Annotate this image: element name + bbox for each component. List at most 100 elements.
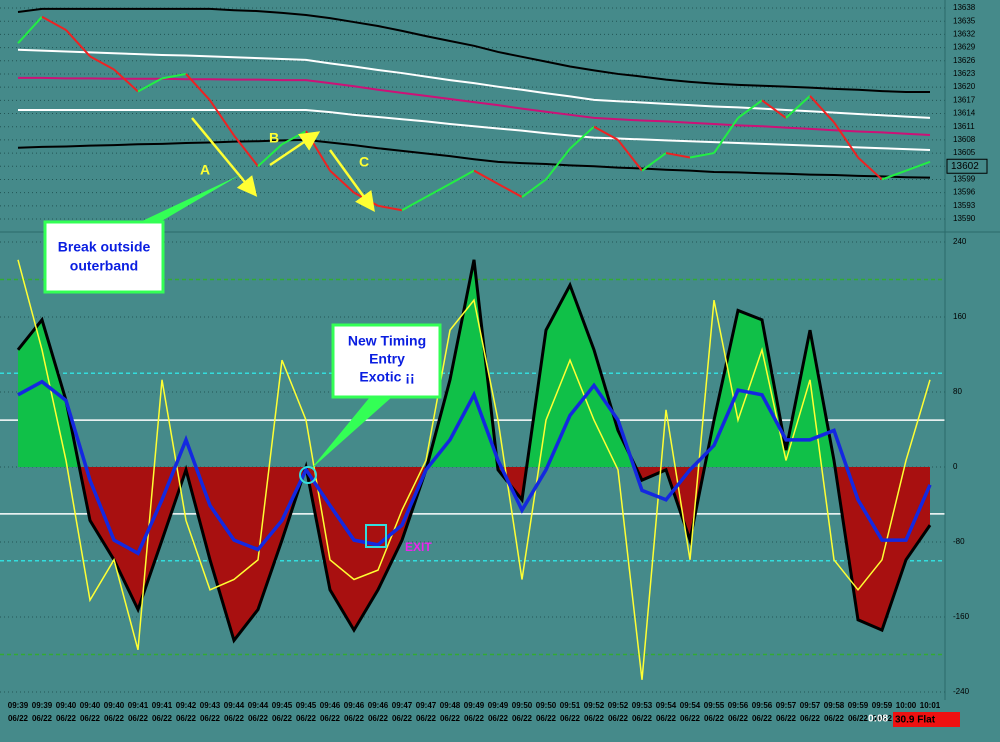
callout-pointer	[310, 397, 392, 470]
x-tick-date: 06/22	[608, 714, 629, 723]
price-segment	[473, 169, 499, 185]
x-tick-label: 09:56	[728, 701, 749, 710]
x-tick-date: 06/22	[752, 714, 773, 723]
y-tick-label: 13635	[953, 16, 976, 25]
y-tick-label: 13632	[953, 29, 976, 38]
x-tick-label: 09:45	[296, 701, 317, 710]
price-segment	[713, 117, 739, 154]
x-tick-label: 09:48	[440, 701, 461, 710]
callout	[331, 323, 442, 399]
callout-text: Exotic ¡¡	[359, 369, 414, 385]
callout-pointer	[140, 175, 240, 222]
entry-marker	[299, 466, 317, 484]
band-line	[17, 48, 931, 119]
y-tick-label: 13623	[953, 69, 976, 78]
x-tick-label: 09:51	[560, 701, 581, 710]
x-tick-label: 09:54	[680, 701, 701, 710]
x-tick-label: 09:46	[320, 701, 341, 710]
x-tick-label: 09:56	[752, 701, 773, 710]
price-segment	[833, 121, 859, 159]
y-tick-label: 13590	[953, 214, 976, 223]
price-segment	[809, 95, 835, 123]
price-segment	[377, 204, 403, 212]
x-tick-date: 06/22	[488, 714, 509, 723]
annotations: A B C Break outside outerband New Timing…	[43, 117, 442, 554]
x-tick-label: 09:50	[512, 701, 533, 710]
x-tick-date: 06/22	[776, 714, 797, 723]
oscillator-line	[17, 379, 932, 556]
x-tick-label: 09:49	[464, 701, 485, 710]
callout	[43, 220, 165, 294]
x-tick-label: 09:40	[56, 701, 77, 710]
price-segment	[689, 152, 715, 159]
price-segment	[209, 99, 235, 137]
x-tick-label: 09:44	[224, 701, 245, 710]
x-tick-date: 06/22	[104, 714, 125, 723]
x-tick-label: 09:46	[368, 701, 389, 710]
price-segment	[617, 139, 643, 172]
x-tick-label: 09:58	[824, 701, 845, 710]
price-segment	[425, 182, 451, 198]
x-tick-date: 06/22	[296, 714, 317, 723]
x-tick-date: 06/22	[344, 714, 365, 723]
price-segment	[641, 152, 667, 172]
y-tick-label: 13638	[953, 3, 976, 12]
x-tick-label: 09:45	[272, 701, 293, 710]
price-segment	[857, 156, 883, 181]
x-tick-date: 06/22	[800, 714, 821, 723]
x-tick-label: 09:55	[704, 701, 725, 710]
plot-layer: 13590 13593 13596 13599 13602 13605 13608 13611…	[0, 0, 1000, 723]
x-tick-label: 09:50	[536, 701, 557, 710]
x-tick-label: 10:00	[896, 701, 917, 710]
price-segment	[665, 152, 691, 159]
x-tick-date: 06/22	[464, 714, 485, 723]
x-tick-label: 09:59	[848, 701, 869, 710]
x-tick-label: 09:41	[128, 701, 149, 710]
arrow	[269, 131, 321, 167]
y-tick-label: 13608	[953, 135, 976, 144]
y-tick-label: -80	[953, 537, 965, 546]
x-tick-label: 09:40	[80, 701, 101, 710]
y-tick-label: 13620	[953, 82, 976, 91]
price-segment	[257, 143, 283, 167]
x-tick-label: 09:47	[392, 701, 413, 710]
x-tick-date: 06/22	[224, 714, 245, 723]
x-tick-label: 09:41	[152, 701, 173, 710]
y-tick-label: 13611	[953, 122, 975, 131]
x-tick-label: 09:52	[584, 701, 605, 710]
x-tick-label: 10:01	[920, 701, 941, 710]
x-tick-label: 09:54	[656, 701, 677, 710]
x-tick-date: 06/22	[392, 714, 413, 723]
x-tick-label: 09:57	[776, 701, 797, 710]
x-tick-label: 09:59	[872, 701, 893, 710]
x-tick-date: 06/22	[80, 714, 101, 723]
callout-text: outerband	[70, 258, 138, 274]
x-tick-label: 09:47	[416, 701, 437, 710]
x-tick-date: 06/22	[416, 714, 437, 723]
y-tick-label: 0	[953, 462, 958, 471]
x-tick-label: 09:40	[104, 701, 125, 710]
annotation: EXIT	[405, 540, 432, 554]
x-tick-label: 09:46	[344, 701, 365, 710]
y-tick-label: 13626	[953, 56, 976, 65]
x-tick-date: 06/22	[176, 714, 197, 723]
x-tick-label: 09:49	[488, 701, 509, 710]
price-segment	[161, 72, 187, 80]
x-tick-date: 06/22	[8, 714, 29, 723]
price-segment	[905, 160, 931, 172]
histogram-outline	[16, 259, 932, 644]
x-tick-date: 06/22	[848, 714, 869, 723]
y-tick-label: 13614	[953, 109, 976, 118]
status-bar: 0:08 30.9 Flat	[868, 712, 960, 727]
price-segment	[185, 73, 211, 101]
x-tick-date: 06/22	[128, 714, 149, 723]
x-tick-date: 06/22	[656, 714, 677, 723]
price-segment	[65, 29, 91, 58]
price-segment	[41, 15, 67, 31]
x-tick-label: 09:39	[8, 701, 29, 710]
y-tick-label: 13629	[953, 43, 976, 52]
x-tick-date: 06/22	[704, 714, 725, 723]
x-tick-date: 06/22	[536, 714, 557, 723]
y-tick-label: 160	[953, 312, 967, 321]
